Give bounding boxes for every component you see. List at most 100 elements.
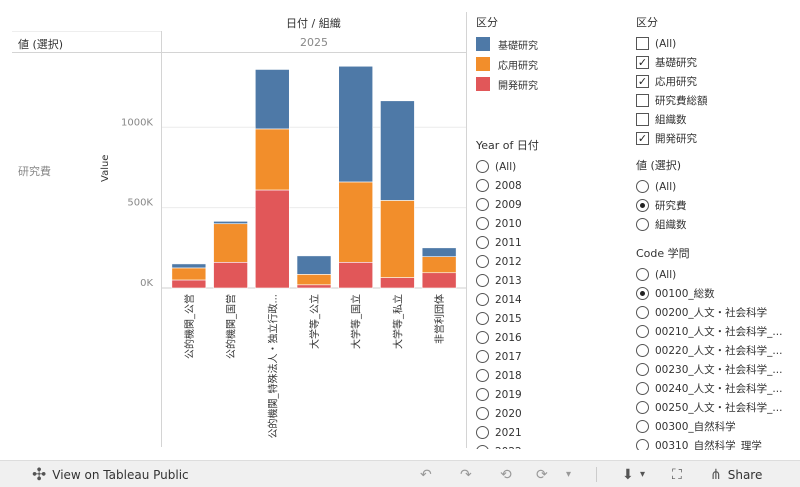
year-option-label: 2014: [495, 293, 522, 306]
kubun-checkbox[interactable]: ✓: [636, 75, 649, 88]
year-radio[interactable]: [476, 255, 489, 268]
kubun-checkbox[interactable]: [636, 113, 649, 126]
year-radio[interactable]: [476, 350, 489, 363]
code-option[interactable]: 00240_人文・社会科学_...: [636, 379, 800, 398]
year-radio[interactable]: [476, 179, 489, 192]
value-radio[interactable]: [636, 180, 649, 193]
kubun-option[interactable]: 組織数: [636, 110, 800, 129]
year-option[interactable]: 2011: [476, 233, 626, 252]
kubun-option-label: 研究費総額: [655, 95, 708, 107]
kubun-checkbox[interactable]: ✓: [636, 56, 649, 69]
code-option[interactable]: 00210_人文・社会科学_...: [636, 322, 800, 341]
y-tick-label: 0K: [140, 278, 153, 289]
code-option[interactable]: 00220_人文・社会科学_...: [636, 341, 800, 360]
download-dropdown-icon[interactable]: ▾: [640, 469, 646, 480]
value-option[interactable]: 研究費: [636, 196, 800, 215]
year-option[interactable]: 2022: [476, 442, 626, 449]
value-radio[interactable]: [636, 199, 649, 212]
value-radio[interactable]: [636, 218, 649, 231]
code-option[interactable]: 00310_自然科学_理学: [636, 436, 800, 450]
code-radio[interactable]: [636, 363, 649, 376]
legend-item[interactable]: 基礎研究: [476, 34, 626, 54]
year-option[interactable]: 2016: [476, 328, 626, 347]
year-option[interactable]: 2019: [476, 385, 626, 404]
year-option[interactable]: 2009: [476, 195, 626, 214]
year-option[interactable]: 2018: [476, 366, 626, 385]
legend-title: 区分: [476, 16, 498, 29]
view-label: View on Tableau Public: [52, 467, 189, 482]
header-divider: [12, 52, 467, 53]
year-radio[interactable]: [476, 293, 489, 306]
year-radio[interactable]: [476, 312, 489, 325]
code-option[interactable]: 00100_総数: [636, 284, 800, 303]
code-radio[interactable]: [636, 401, 649, 414]
right-divider: [466, 12, 467, 448]
refresh-dropdown-icon[interactable]: ▾: [566, 469, 572, 480]
value-filter-title: 値 (選択): [636, 159, 682, 172]
bar-segment: [338, 261, 374, 289]
value-option[interactable]: (All): [636, 177, 800, 196]
year-radio[interactable]: [476, 407, 489, 420]
kubun-option[interactable]: ✓ 応用研究: [636, 72, 800, 91]
code-option-label: 00210_人文・社会科学_...: [655, 326, 783, 338]
year-option[interactable]: 2013: [476, 271, 626, 290]
code-radio[interactable]: [636, 287, 649, 300]
code-option[interactable]: (All): [636, 265, 800, 284]
year-radio[interactable]: [476, 331, 489, 344]
year-option[interactable]: 2020: [476, 404, 626, 423]
legend-item[interactable]: 応用研究: [476, 54, 626, 74]
year-radio[interactable]: [476, 217, 489, 230]
code-option[interactable]: 00200_人文・社会科学: [636, 303, 800, 322]
kubun-checkbox[interactable]: [636, 37, 649, 50]
fullscreen-icon[interactable]: ⛶: [672, 467, 682, 483]
year-option[interactable]: 2012: [476, 252, 626, 271]
year-option[interactable]: 2021: [476, 423, 626, 442]
year-option[interactable]: 2010: [476, 214, 626, 233]
kubun-option[interactable]: (All): [636, 34, 800, 53]
value-option-label: (All): [655, 180, 677, 193]
kubun-checkbox[interactable]: ✓: [636, 132, 649, 145]
year-radio[interactable]: [476, 198, 489, 211]
code-option[interactable]: 00250_人文・社会科学_...: [636, 398, 800, 417]
code-option-label: 00200_人文・社会科学: [655, 307, 768, 319]
refresh-icon[interactable]: ⟳: [536, 467, 548, 483]
year-radio[interactable]: [476, 274, 489, 287]
year-option[interactable]: 2017: [476, 347, 626, 366]
year-radio[interactable]: [476, 388, 489, 401]
year-option[interactable]: 2014: [476, 290, 626, 309]
year-option[interactable]: 2008: [476, 176, 626, 195]
share-button[interactable]: ⋔ Share: [710, 461, 762, 487]
year-radio[interactable]: [476, 445, 489, 449]
legend-item[interactable]: 開発研究: [476, 74, 626, 94]
kubun-option[interactable]: 研究費総額: [636, 91, 800, 110]
kubun-option[interactable]: ✓ 開発研究: [636, 129, 800, 148]
value-option[interactable]: 組織数: [636, 215, 800, 234]
code-option[interactable]: 00230_人文・社会科学_...: [636, 360, 800, 379]
year-option[interactable]: 2015: [476, 309, 626, 328]
code-radio[interactable]: [636, 382, 649, 395]
year-option-label: 2009: [495, 198, 522, 211]
year-radio[interactable]: [476, 369, 489, 382]
code-option[interactable]: 00300_自然科学: [636, 417, 800, 436]
code-radio[interactable]: [636, 268, 649, 281]
view-on-tableau-button[interactable]: ✣ View on Tableau Public: [32, 461, 189, 487]
viz-area: 日付 / 組織 値 (選択) 2025 研究費 Value 0K 500K 1000…: [12, 12, 467, 448]
code-radio[interactable]: [636, 306, 649, 319]
year-radio[interactable]: [476, 160, 489, 173]
code-radio[interactable]: [636, 325, 649, 338]
year-option-label: 2011: [495, 236, 522, 249]
bar-segment: [380, 100, 415, 201]
code-radio[interactable]: [636, 439, 649, 450]
code-radio[interactable]: [636, 420, 649, 433]
kubun-filter: 区分 (All) ✓ 基礎研究 ✓ 応用研究 研究費総額 組織数 ✓ 開発研究: [636, 14, 800, 148]
undo-icon[interactable]: ↶: [420, 467, 432, 483]
year-radio[interactable]: [476, 236, 489, 249]
code-radio[interactable]: [636, 344, 649, 357]
kubun-checkbox[interactable]: [636, 94, 649, 107]
download-icon[interactable]: ⬇: [622, 467, 634, 483]
year-option[interactable]: (All): [476, 157, 626, 176]
year-radio[interactable]: [476, 426, 489, 439]
redo-icon[interactable]: ↷: [460, 467, 472, 483]
kubun-option[interactable]: ✓ 基礎研究: [636, 53, 800, 72]
revert-icon[interactable]: ⟲: [500, 467, 512, 483]
